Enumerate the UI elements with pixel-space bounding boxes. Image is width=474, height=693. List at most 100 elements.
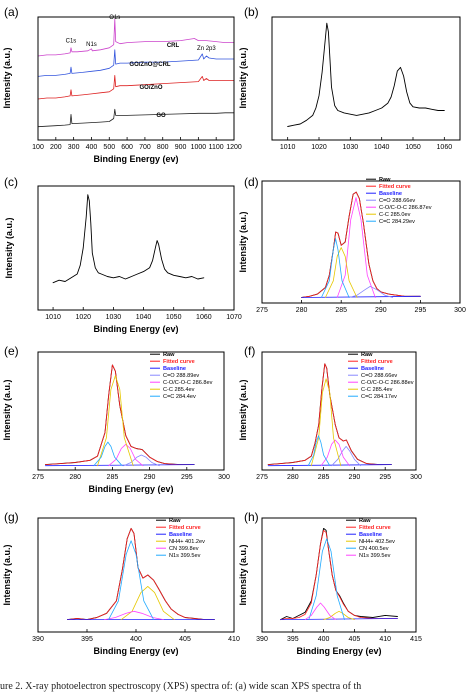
- legend-label: Raw: [359, 518, 371, 524]
- series-group: [38, 18, 234, 128]
- x-tick-label: 410: [379, 636, 391, 643]
- axis-frame: [37, 351, 225, 471]
- series-line-2: [67, 528, 215, 620]
- legend-label: Fitted curve: [359, 525, 391, 531]
- legend-label: C=O 288.66ev: [379, 198, 415, 204]
- series-group: [280, 527, 398, 621]
- series-line-3: [301, 295, 421, 298]
- x-tick-label: 295: [379, 474, 391, 481]
- series-line-1: [38, 18, 234, 57]
- x-tick-label: 295: [181, 474, 193, 481]
- peak-annotation: Zn 2p3: [197, 46, 216, 52]
- legend-label: Baseline: [361, 366, 384, 372]
- series-line-6: [304, 602, 337, 620]
- series-group: [44, 364, 195, 467]
- x-tick-label: 275: [32, 474, 44, 481]
- series-line-4: [123, 454, 160, 467]
- y-axis-title: Intensity (a.u.): [2, 544, 12, 605]
- figure-caption: ure 2. X-ray photoelectron spectroscopy …: [0, 681, 362, 692]
- axis-frame: [37, 517, 235, 633]
- axis-frame: [271, 16, 461, 141]
- x-tick-label: 290: [349, 474, 361, 481]
- series-line-3: [280, 618, 398, 620]
- legend-label: Fitted curve: [163, 359, 195, 365]
- legend-label: C-C 285.4ev: [163, 387, 195, 393]
- series-line-4: [323, 610, 355, 620]
- y-axis-title: Intensity (a.u.): [2, 379, 12, 440]
- x-tick-label: 1060: [196, 314, 212, 321]
- x-tick-label: 405: [179, 636, 191, 643]
- series-line-5: [320, 439, 350, 467]
- series-line-4: [120, 586, 175, 620]
- x-axis-title: Binding Energy (ev): [93, 646, 178, 656]
- series-line-4: [331, 446, 361, 467]
- x-tick-label: 1040: [374, 144, 390, 151]
- y-axis-title: Intensity (a.u.): [238, 544, 248, 605]
- legend-label: C-O/C-O-C 286.88ev: [361, 380, 414, 386]
- x-tick-label: 1020: [75, 314, 91, 321]
- legend-label: C-C 285.0ev: [379, 212, 411, 218]
- x-tick-label: 1050: [166, 314, 182, 321]
- series-line-4: [38, 108, 234, 128]
- series-line-7: [93, 441, 123, 467]
- x-tick-label: 300: [68, 144, 80, 151]
- axis-frame: [261, 517, 417, 633]
- series-line-5: [104, 610, 164, 620]
- x-tick-label: 400: [86, 144, 98, 151]
- series-line-3: [38, 75, 234, 100]
- chart-panel-d: 275 280 285 290 295 300 (d) Intensity (a.u.) Raw…: [238, 175, 466, 314]
- x-tick-label: 500: [103, 144, 115, 151]
- series-line-7: [307, 435, 331, 467]
- panel-label: (b): [244, 5, 259, 19]
- axis-frame: [37, 16, 235, 141]
- legend-label: Fitted curve: [379, 184, 411, 190]
- legend-label: C=O 288.66ev: [361, 373, 397, 379]
- series-line-6: [310, 378, 342, 467]
- chart-panel-c: 1010 1020 1030 1040 1050 1060 1070 (c) Intensity…: [4, 175, 242, 334]
- x-tick-label: 390: [256, 636, 268, 643]
- axis-frame: [261, 351, 417, 471]
- legend-label: CN 400.5ev: [359, 546, 389, 552]
- series-line-6: [97, 375, 134, 467]
- y-axis-title: Intensity (a.u.): [238, 211, 248, 272]
- legend-label: C=C 284.17ev: [361, 394, 397, 400]
- x-tick-label: 300: [454, 307, 466, 314]
- series-group: [287, 22, 445, 127]
- x-tick-label: 1070: [226, 314, 242, 321]
- x-tick-label: 1040: [136, 314, 152, 321]
- y-axis-title: Intensity (a.u.): [4, 217, 14, 278]
- series-group: [66, 527, 215, 621]
- x-tick-label: 395: [287, 636, 299, 643]
- series-line-2: [45, 364, 195, 465]
- chart-panel-h: 390 395 400 405 410 415 (h) Intensity (a.u.) Bin…: [238, 510, 422, 656]
- legend-label: Baseline: [163, 366, 186, 372]
- x-tick-label: 1060: [437, 144, 453, 151]
- x-tick-label: 280: [287, 474, 299, 481]
- legend-label: CN 399.8ev: [169, 546, 199, 552]
- legend-label: Raw: [361, 352, 373, 358]
- x-tick-label: 1010: [280, 144, 296, 151]
- x-tick-label: 280: [296, 307, 308, 314]
- panel-label: (d): [244, 175, 259, 189]
- peak-annotation: O1s: [109, 15, 120, 21]
- peak-annotation: N1s: [86, 42, 97, 48]
- series-line-7: [321, 238, 350, 298]
- legend-label: Raw: [169, 518, 181, 524]
- panel-label: (g): [4, 510, 19, 524]
- x-tick-label: 290: [144, 474, 156, 481]
- chart-panel-e: 275 280 285 290 295 300 (e) Intensity (a.u.) Bin…: [2, 344, 230, 494]
- x-tick-label: 285: [318, 474, 330, 481]
- legend-label: C=O 288.89ev: [163, 373, 199, 379]
- legend-label: C-O/C-O-C 286.8ev: [163, 380, 213, 386]
- x-tick-label: 1030: [106, 314, 122, 321]
- x-axis-title: Binding Energy (ev): [296, 646, 381, 656]
- peak-annotation: C1s: [66, 39, 77, 45]
- x-axis-title: Binding Energy (ev): [88, 484, 173, 494]
- series-line-6: [108, 540, 154, 620]
- x-tick-label: 300: [410, 474, 422, 481]
- x-tick-label: 1010: [45, 314, 61, 321]
- x-tick-label: 400: [318, 636, 330, 643]
